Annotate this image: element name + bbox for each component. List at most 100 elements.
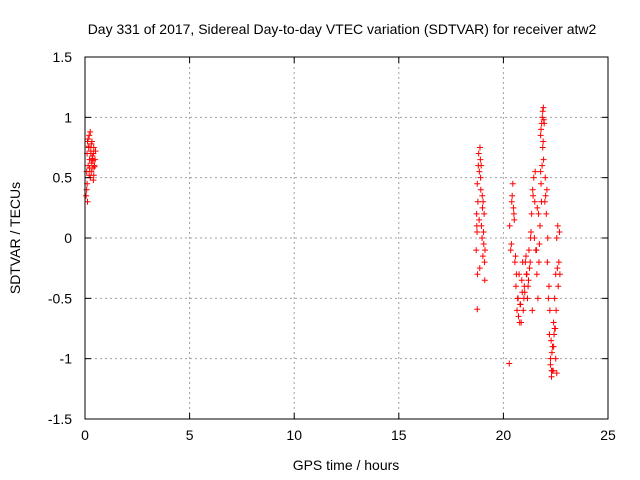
data-point (531, 235, 538, 241)
data-point (540, 116, 547, 123)
data-point (551, 325, 558, 332)
data-point (520, 295, 527, 302)
data-point (481, 259, 488, 266)
data-point (515, 313, 522, 320)
data-point (555, 283, 562, 290)
data-point (511, 259, 518, 266)
x-tick-labels: 0 5 10 15 20 25 (81, 427, 616, 443)
data-point (477, 156, 484, 163)
data-point (86, 132, 93, 139)
data-point (477, 186, 484, 193)
data-point (473, 210, 480, 217)
data-point (510, 210, 517, 217)
data-point (543, 186, 550, 193)
data-point (525, 283, 532, 290)
data-point (512, 253, 519, 260)
data-point (523, 271, 530, 278)
y-tick-label: 1 (64, 109, 72, 125)
data-point (479, 253, 486, 260)
data-point (478, 162, 485, 169)
data-point (552, 355, 559, 362)
y-tick-label: 1.5 (53, 49, 73, 65)
axis-ticks (84, 56, 609, 420)
data-point (544, 259, 551, 266)
data-point (88, 138, 95, 145)
data-point (554, 222, 561, 229)
data-point (528, 210, 535, 217)
data-point (507, 247, 514, 254)
data-point (548, 337, 555, 344)
data-point (547, 361, 554, 368)
data-point (532, 168, 539, 175)
data-point (473, 222, 480, 229)
data-point (88, 168, 95, 175)
data-point (481, 247, 488, 254)
data-point (546, 307, 553, 314)
data-point (551, 331, 558, 338)
data-point (506, 360, 513, 367)
data-point (476, 144, 483, 151)
y-axis-label: SDTVAR / TECUs (7, 182, 23, 294)
data-point (542, 192, 549, 199)
chart-title: Day 331 of 2017, Sidereal Day-to-day VTE… (88, 21, 597, 37)
data-point (474, 198, 481, 205)
data-point (509, 180, 516, 187)
data-point (85, 143, 92, 150)
data-point (90, 144, 97, 151)
x-axis-label: GPS time / hours (293, 457, 400, 473)
data-point (513, 271, 520, 278)
data-point (539, 144, 546, 151)
data-point (87, 128, 94, 135)
data-point (516, 319, 523, 326)
data-point (553, 307, 560, 314)
data-point (90, 172, 97, 179)
data-point (511, 216, 518, 223)
data-point (544, 235, 551, 241)
y-tick-label: -1.5 (48, 411, 72, 427)
data-point (554, 265, 561, 272)
data-point (476, 216, 483, 223)
data-points (83, 104, 563, 380)
x-tick-label: 0 (81, 427, 89, 443)
data-point (509, 192, 516, 199)
data-point (474, 306, 481, 313)
y-tick-label: -0.5 (48, 290, 72, 306)
y-tick-labels: -1.5 -1 -0.5 0 0.5 1 1.5 (48, 49, 72, 427)
data-point (480, 198, 487, 205)
data-point (517, 301, 524, 308)
data-point (86, 165, 93, 172)
data-point (92, 148, 99, 155)
data-point (534, 204, 541, 211)
data-point (534, 295, 541, 302)
data-point (84, 198, 91, 205)
data-point (510, 204, 517, 211)
data-point (540, 156, 547, 163)
data-point (550, 343, 557, 350)
data-point (537, 132, 544, 139)
data-point (519, 259, 526, 266)
data-point (480, 241, 487, 248)
data-point (514, 295, 521, 302)
data-point (474, 180, 481, 187)
data-point (549, 367, 556, 374)
data-point (513, 307, 520, 314)
data-point (538, 180, 545, 187)
data-point (91, 163, 98, 170)
data-point (512, 283, 519, 290)
data-point (479, 192, 486, 199)
data-point (547, 355, 554, 362)
data-point (473, 247, 480, 254)
data-point (479, 204, 486, 211)
x-tick-label: 10 (286, 427, 302, 443)
data-point (508, 198, 515, 205)
data-point (530, 192, 537, 199)
data-point (543, 210, 550, 217)
data-point (476, 265, 483, 272)
data-point (508, 241, 515, 248)
data-point (526, 265, 533, 272)
data-point (85, 136, 92, 143)
data-point (521, 289, 528, 296)
data-point (541, 198, 548, 205)
data-point (556, 271, 563, 278)
data-point (481, 277, 488, 284)
